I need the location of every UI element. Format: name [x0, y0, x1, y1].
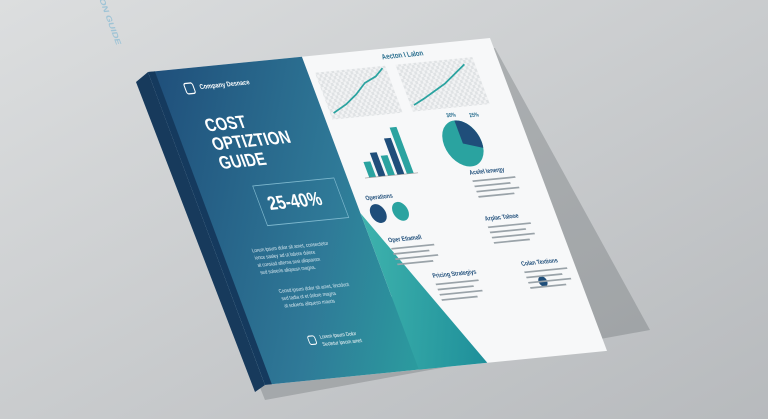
bar	[383, 137, 405, 175]
bar	[380, 155, 395, 176]
bar	[389, 126, 414, 174]
text-line	[487, 222, 532, 229]
text-line	[397, 260, 434, 266]
axis	[364, 172, 419, 179]
section-title: Arplac Talooe	[484, 213, 520, 223]
section-title: Colan Textions	[520, 258, 559, 268]
text-line	[393, 249, 430, 255]
pie-slice	[454, 120, 484, 148]
highlight: 25-40%	[264, 188, 325, 214]
text-line	[439, 289, 483, 296]
footer-text: Sectetur ipsum amet	[322, 338, 364, 348]
body-text: sed tadia ut et dolore magna	[281, 291, 338, 303]
section-title: Acelel Ienergy	[469, 167, 507, 177]
thumb-line	[333, 67, 384, 114]
bar	[363, 161, 377, 178]
text-line	[395, 254, 439, 261]
body-text: at soloeris aliquesn mauris	[283, 298, 336, 309]
pie-label: 25%	[468, 112, 480, 119]
highlight-box	[252, 177, 350, 227]
logo	[183, 82, 196, 95]
teal-accent	[360, 213, 488, 370]
icon	[369, 204, 387, 223]
title-line: GUIDE	[216, 149, 269, 173]
text-line	[489, 228, 527, 234]
text-line	[435, 279, 479, 286]
text-line	[491, 232, 536, 239]
text-line	[528, 277, 572, 284]
footer-text: Lorem Ipsum Dolor	[319, 331, 358, 341]
title-line: COST	[202, 112, 250, 136]
text-line	[391, 243, 435, 250]
section-title: Oper Etiamall	[387, 235, 423, 245]
text-line	[524, 267, 568, 274]
text-line	[526, 273, 563, 279]
pie-label: 30%	[445, 112, 457, 119]
text-line	[493, 238, 531, 244]
text-line	[472, 176, 516, 183]
text-line	[437, 285, 474, 291]
cover-panel	[148, 56, 445, 385]
section-title: Pricing Strategiys	[432, 269, 478, 280]
spine-edge	[136, 72, 265, 392]
text-line	[474, 182, 511, 188]
text-line	[476, 186, 520, 193]
bar	[369, 152, 386, 177]
thumb-line	[413, 63, 465, 106]
page-header: Aecton I Lalon	[381, 50, 425, 61]
text-line	[529, 283, 567, 289]
footer-icon	[307, 335, 317, 346]
text-line	[478, 192, 515, 198]
section-title: Operations	[365, 193, 395, 202]
text-line	[441, 295, 478, 301]
icon	[392, 201, 409, 221]
spine	[148, 71, 272, 385]
thumb-chart	[314, 65, 403, 120]
body-text: sed soloeris aliquesn magna.	[259, 265, 317, 277]
